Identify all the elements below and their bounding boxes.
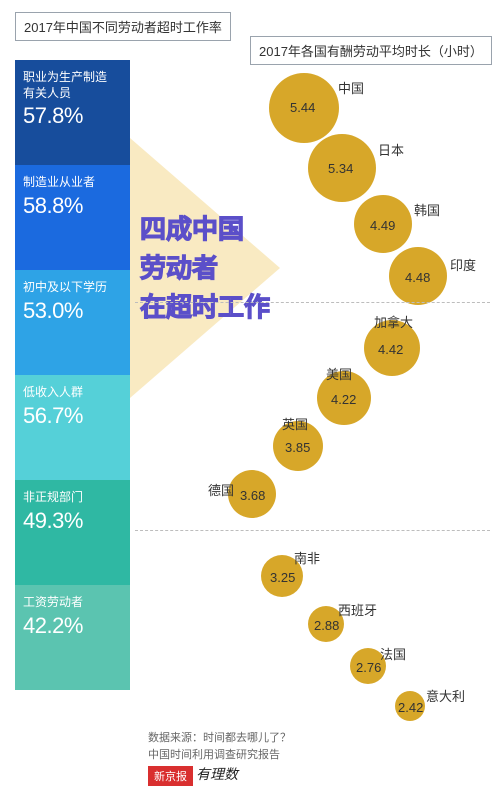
- country-label: 南非: [294, 548, 320, 567]
- circle-value: 5.34: [328, 161, 353, 176]
- bar-0: 职业为生产制造 有关人员57.8%: [15, 60, 130, 165]
- bar-1: 制造业从业者 58.8%: [15, 165, 130, 270]
- country-label: 德国: [208, 480, 234, 499]
- data-source: 数据来源：时间都去哪儿了？中国时间利用调查研究报告: [148, 730, 291, 763]
- country-label: 法国: [380, 644, 406, 663]
- left-chart-title: 2017年中国不同劳动者超时工作率: [15, 12, 231, 41]
- country-label: 韩国: [414, 200, 440, 219]
- country-label: 加拿大: [374, 312, 413, 331]
- bar-label: 初中及以下学历: [23, 280, 122, 296]
- country-label: 美国: [326, 364, 352, 383]
- group-divider: [135, 530, 490, 531]
- bar-3: 低收入人群 56.7%: [15, 375, 130, 480]
- bar-value: 58.8%: [23, 193, 122, 219]
- bar-value: 53.0%: [23, 298, 122, 324]
- bar-value: 57.8%: [23, 103, 122, 129]
- circle-value: 2.76: [356, 660, 381, 675]
- circle-value: 4.48: [405, 270, 430, 285]
- right-chart-title: 2017年各国有酬劳动平均时长（小时）: [250, 36, 492, 65]
- circle-value: 2.42: [398, 700, 423, 715]
- bar-value: 49.3%: [23, 508, 122, 534]
- circle-value: 5.44: [290, 100, 315, 115]
- bar-label: 非正规部门: [23, 490, 122, 506]
- bar-2: 初中及以下学历 53.0%: [15, 270, 130, 375]
- headline: 四成中国劳动者在超时工作: [140, 210, 270, 327]
- bar-4: 非正规部门 49.3%: [15, 480, 130, 585]
- bar-label: 职业为生产制造 有关人员: [23, 70, 122, 101]
- bar-value: 42.2%: [23, 613, 122, 639]
- bar-5: 工资劳动者 42.2%: [15, 585, 130, 690]
- bar-label: 工资劳动者: [23, 595, 122, 611]
- publisher-badge: 新京报: [148, 766, 193, 786]
- country-label: 意大利: [426, 686, 465, 705]
- country-label: 中国: [338, 78, 364, 97]
- country-label: 日本: [378, 140, 404, 159]
- circle-value: 4.42: [378, 342, 403, 357]
- circle-value: 3.85: [285, 440, 310, 455]
- country-label: 英国: [282, 414, 308, 433]
- group-divider: [135, 302, 490, 303]
- circle-value: 4.22: [331, 392, 356, 407]
- circle-value: 2.88: [314, 618, 339, 633]
- bar-label: 低收入人群: [23, 385, 122, 401]
- bar-value: 56.7%: [23, 403, 122, 429]
- circle-value: 4.49: [370, 218, 395, 233]
- circle-value: 3.68: [240, 488, 265, 503]
- country-label: 印度: [450, 255, 476, 274]
- publisher-signature: 有理数: [196, 764, 238, 784]
- country-label: 西班牙: [338, 600, 377, 619]
- circle-value: 3.25: [270, 570, 295, 585]
- bar-label: 制造业从业者: [23, 175, 122, 191]
